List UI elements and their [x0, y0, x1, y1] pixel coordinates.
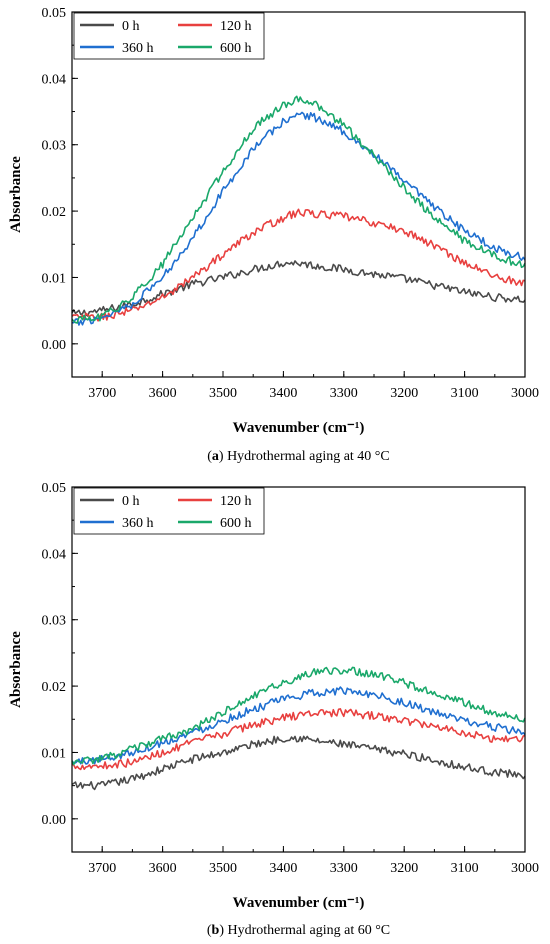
x-tick-label: 3600: [149, 386, 177, 401]
y-tick-label: 0.05: [42, 481, 67, 496]
series-line-360h: [71, 686, 526, 765]
y-tick-label: 0.04: [42, 72, 67, 87]
legend-box: [73, 487, 265, 535]
legend-label: 120 h: [220, 19, 252, 34]
series-line-120h: [71, 708, 526, 771]
x-tick-label: 3000: [511, 386, 539, 401]
legend-label: 360 h: [122, 516, 154, 531]
x-tick-label: 3000: [511, 861, 539, 876]
x-tick-label: 3500: [209, 386, 237, 401]
y-tick-label: 0.01: [42, 746, 67, 761]
y-tick-label: 0.02: [42, 680, 67, 695]
x-tick-label: 3400: [269, 861, 297, 876]
x-tick-label: 3600: [149, 861, 177, 876]
legend-label: 120 h: [220, 494, 252, 509]
y-tick-label: 0.00: [42, 338, 67, 353]
y-tick-label: 0.04: [42, 547, 67, 562]
legend-label: 360 h: [122, 41, 154, 56]
y-tick-label: 0.00: [42, 813, 67, 828]
x-tick-label: 3400: [269, 386, 297, 401]
chart-panel-a: 0.00 0.01 0.02 0.03 0.04 0.05 3700 3600 3500 3400…: [8, 6, 539, 464]
x-tick-label: 3100: [451, 861, 479, 876]
series-line-0h: [71, 260, 526, 317]
series-line-360h: [71, 111, 526, 326]
y-tick-label: 0.03: [42, 139, 67, 154]
x-axis-title: Wavenumber (cm⁻¹): [233, 420, 365, 436]
legend: 0 h 120 h 360 h 600 h: [73, 12, 265, 60]
y-tick-label: 0.01: [42, 271, 67, 286]
legend: 0 h 120 h 360 h 600 h: [73, 487, 265, 535]
x-tick-label: 3500: [209, 861, 237, 876]
x-tick-label: 3700: [88, 386, 116, 401]
y-tick-label: 0.02: [42, 205, 67, 220]
series-line-120h: [71, 208, 526, 322]
y-axis-title: Absorbance: [8, 156, 24, 233]
figure-caption: (a) Hydrothermal aging at 40 °C: [207, 449, 390, 464]
legend-box: [73, 12, 265, 60]
legend-label: 600 h: [220, 516, 252, 531]
figure-caption: (b) Hydrothermal aging at 60 °C: [207, 923, 390, 938]
x-tick-label: 3300: [330, 861, 358, 876]
chart-panel-b: 0.00 0.01 0.02 0.03 0.04 0.05 3700 3600 3500 3400…: [8, 481, 539, 938]
y-tick-label: 0.05: [42, 6, 67, 21]
plot-frame: [71, 486, 526, 853]
x-axis-title: Wavenumber (cm⁻¹): [233, 895, 365, 911]
x-tick-label: 3700: [88, 861, 116, 876]
x-tick-label: 3200: [390, 861, 418, 876]
x-tick-label: 3300: [330, 386, 358, 401]
series-line-600h: [71, 666, 526, 766]
x-tick-label: 3200: [390, 386, 418, 401]
x-tick-label: 3100: [451, 386, 479, 401]
series-line-0h: [71, 735, 526, 791]
legend-label: 0 h: [122, 19, 140, 34]
series-line-600h: [71, 95, 526, 324]
legend-label: 600 h: [220, 41, 252, 56]
plot-frame: [71, 11, 526, 378]
legend-label: 0 h: [122, 494, 140, 509]
y-tick-label: 0.03: [42, 614, 67, 629]
y-axis-title: Absorbance: [8, 631, 24, 708]
